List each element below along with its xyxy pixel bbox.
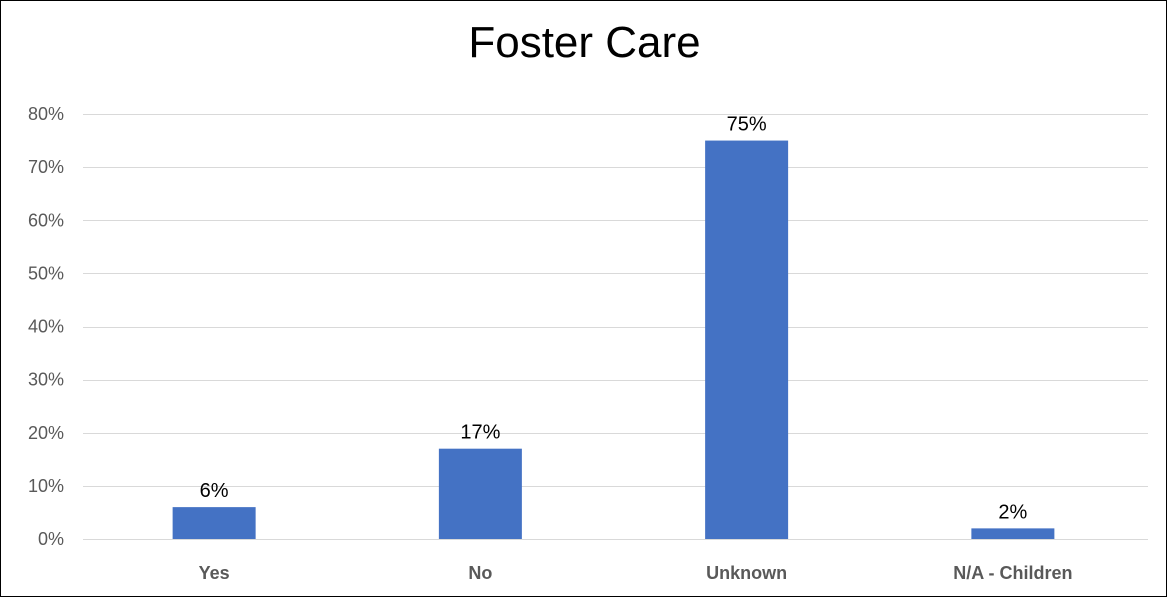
data-label: 75% [727, 114, 767, 136]
data-label: 2% [998, 501, 1027, 523]
bar [705, 140, 789, 539]
y-tick-label: 50% [28, 263, 64, 283]
bar [971, 528, 1055, 539]
y-tick-label: 0% [38, 529, 64, 549]
data-label: 17% [460, 422, 500, 444]
x-tick-label: N/A - Children [953, 563, 1072, 583]
x-tick-label: No [468, 563, 492, 583]
y-tick-label: 20% [28, 423, 64, 443]
y-tick-label: 80% [28, 104, 64, 124]
y-tick-label: 40% [28, 317, 64, 337]
x-tick-label: Unknown [706, 563, 787, 583]
y-tick-label: 70% [28, 157, 64, 177]
bar [438, 448, 522, 539]
x-tick-label: Yes [199, 563, 230, 583]
y-tick-label: 30% [28, 370, 64, 390]
data-label: 6% [200, 480, 229, 502]
y-tick-label: 10% [28, 476, 64, 496]
y-tick-label: 60% [28, 210, 64, 230]
chart-title: Foster Care [468, 18, 701, 67]
bar [172, 507, 256, 539]
